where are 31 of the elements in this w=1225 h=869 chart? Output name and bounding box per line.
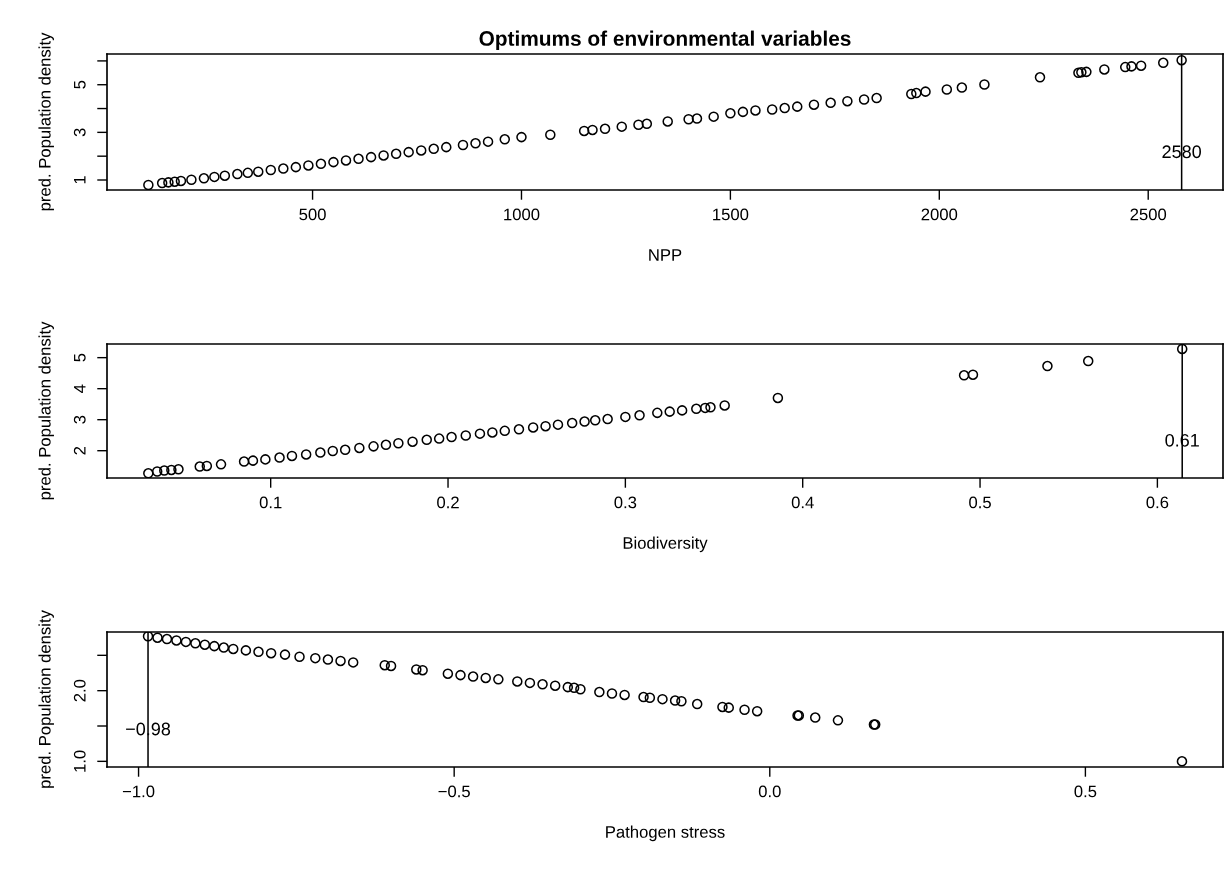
x-tick-label: 500 (299, 208, 326, 221)
x-tick-label: 0.1 (259, 496, 282, 509)
y-axis-title: pred. Population density (38, 321, 54, 500)
x-tick-label: 2000 (921, 208, 958, 221)
y-tick-label: 2.0 (73, 679, 86, 702)
x-tick-label: 0.2 (437, 496, 459, 509)
x-tick-label: 0.5 (969, 496, 991, 509)
y-tick-label: 5 (74, 80, 86, 89)
x-tick-label: −0.5 (438, 785, 470, 798)
y-tick-label: 1.0 (73, 750, 86, 772)
x-axis-title: NPP (649, 249, 682, 261)
chart-title: Optimums of environmental variables (479, 30, 851, 50)
y-axis-title: pred. Population density (38, 610, 54, 788)
x-tick-label: 0.4 (791, 496, 814, 509)
x-tick-label: 2500 (1130, 208, 1167, 221)
y-tick-label: 1 (74, 176, 86, 184)
y-tick-label: 3 (73, 415, 86, 424)
x-tick-label: 0.0 (758, 785, 781, 798)
y-tick-label: 3 (73, 128, 86, 137)
y-tick-label: 5 (74, 353, 86, 362)
x-tick-label: 1500 (713, 208, 749, 221)
y-axis-title: pred. Population density (38, 32, 54, 211)
x-axis-title: Biodiversity (623, 536, 708, 553)
x-tick-label: −1.0 (122, 785, 155, 798)
x-tick-label: 1000 (504, 208, 540, 221)
x-tick-label: 0.5 (1074, 785, 1097, 798)
x-tick-label: 0.6 (1146, 496, 1169, 509)
y-tick-label: 2 (73, 446, 86, 455)
y-tick-label: 4 (74, 384, 86, 393)
x-axis-title: Pathogen stress (606, 825, 725, 842)
x-tick-label: 0.3 (614, 496, 637, 509)
